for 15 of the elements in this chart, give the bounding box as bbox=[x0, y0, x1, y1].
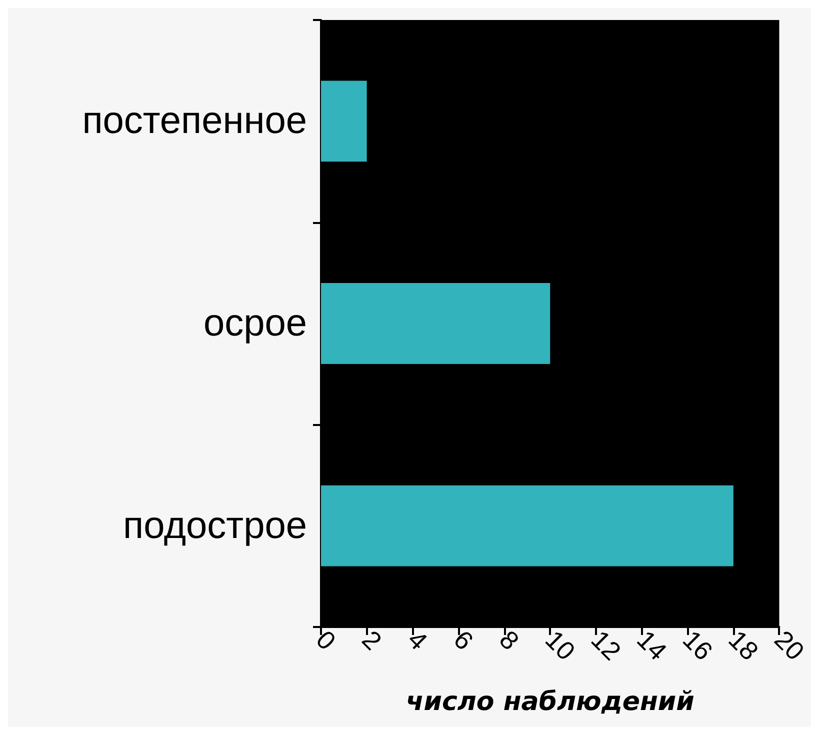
x-tick-label: 12 bbox=[585, 624, 627, 666]
x-tick-label: 8 bbox=[494, 624, 526, 656]
x-tick-label: 20 bbox=[768, 624, 810, 666]
x-tick-label: 14 bbox=[631, 624, 673, 666]
y-tick-label: постепенное bbox=[82, 100, 307, 142]
x-tick-label: 2 bbox=[356, 624, 388, 656]
y-tick-label: подострое bbox=[123, 504, 307, 547]
y-tick-label: осрое bbox=[203, 302, 307, 344]
x-tick-label: 16 bbox=[676, 624, 719, 666]
x-axis-title: число наблюдений bbox=[406, 687, 694, 717]
x-tick-label: 10 bbox=[540, 624, 582, 666]
x-tick-label: 18 bbox=[722, 624, 764, 666]
x-tick-label: 4 bbox=[402, 624, 434, 656]
x-tick-label: 0 bbox=[310, 624, 342, 656]
x-tick-label: 6 bbox=[448, 624, 480, 656]
